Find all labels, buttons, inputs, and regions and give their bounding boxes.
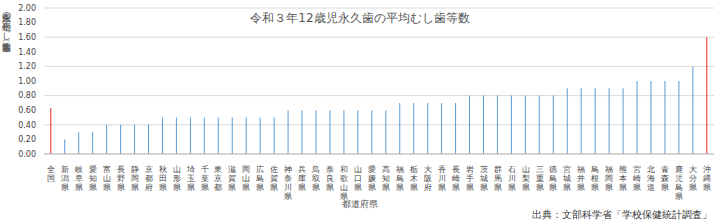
- svg-text:奈良県: 奈良県: [326, 165, 334, 192]
- svg-text:滋賀県: 滋賀県: [228, 165, 236, 192]
- svg-text:大阪府: 大阪府: [424, 165, 432, 192]
- svg-text:千葉県: 千葉県: [201, 165, 209, 192]
- svg-text:北海道: 北海道: [647, 165, 655, 192]
- svg-text:愛知県: 愛知県: [89, 165, 97, 192]
- svg-text:京都府: 京都府: [145, 165, 153, 192]
- html-text:出典：文部科学省「学校保健統計調査」: 出典：文部科学省「学校保健統計調査」: [532, 209, 712, 220]
- svg-text:石川県: 石川県: [508, 165, 516, 192]
- svg-text:山口県: 山口県: [354, 165, 362, 192]
- svg-text:0.80: 0.80: [18, 91, 36, 100]
- svg-text:栃木県: 栃木県: [410, 165, 418, 192]
- svg-text:和歌山県: 和歌山県: [340, 165, 348, 201]
- svg-text:山梨県: 山梨県: [522, 165, 530, 192]
- svg-text:福岡県: 福岡県: [605, 165, 613, 192]
- svg-text:岐阜県: 岐阜県: [75, 165, 83, 192]
- svg-text:静岡県: 静岡県: [131, 165, 139, 192]
- svg-text:高知県: 高知県: [382, 165, 390, 192]
- svg-text:沖縄県: 沖縄県: [702, 165, 711, 192]
- svg-text:1.60: 1.60: [18, 33, 36, 42]
- svg-text:1.80: 1.80: [18, 18, 36, 27]
- svg-text:山形県: 山形県: [173, 165, 181, 192]
- svg-text:1.00: 1.00: [18, 77, 36, 86]
- svg-text:1.40: 1.40: [18, 48, 36, 57]
- svg-text:宮崎県: 宮崎県: [633, 165, 641, 192]
- svg-text:岡山県: 岡山県: [242, 165, 250, 192]
- svg-text:富山県: 富山県: [103, 165, 111, 192]
- svg-text:熊本県: 熊本県: [619, 165, 627, 192]
- svg-text:福島県: 福島県: [396, 165, 404, 192]
- svg-text:全国: 全国: [47, 165, 55, 183]
- svg-text:青森県: 青森県: [661, 165, 669, 192]
- html-text:永久歯の平均むし歯等数（本）: 永久歯の平均むし歯等数（本）: [2, 6, 12, 36]
- html-text:都道府県: 都道府県: [342, 199, 378, 209]
- svg-text:佐賀県: 佐賀県: [270, 165, 278, 192]
- svg-text:徳島県: 徳島県: [549, 165, 557, 192]
- svg-text:宮城県: 宮城県: [562, 165, 571, 192]
- svg-text:新潟県: 新潟県: [61, 165, 69, 192]
- html-text:令和３年12歳児永久歯の平均むし歯等数: 令和３年12歳児永久歯の平均むし歯等数: [250, 11, 470, 25]
- svg-text:0.40: 0.40: [18, 121, 36, 130]
- svg-text:鹿児島県: 鹿児島県: [675, 165, 683, 201]
- svg-text:広島県: 広島県: [256, 165, 264, 192]
- svg-text:島根県: 島根県: [591, 165, 599, 192]
- svg-text:0.00: 0.00: [18, 150, 36, 159]
- svg-text:福井県: 福井県: [577, 165, 585, 192]
- svg-text:0.60: 0.60: [18, 106, 36, 115]
- svg-text:秋田県: 秋田県: [159, 165, 167, 192]
- svg-text:兵庫県: 兵庫県: [298, 165, 306, 192]
- svg-text:群馬県: 群馬県: [493, 165, 502, 192]
- svg-text:愛媛県: 愛媛県: [368, 165, 376, 192]
- svg-text:0.20: 0.20: [18, 135, 36, 144]
- svg-text:鳥取県: 鳥取県: [311, 165, 320, 192]
- svg-text:埼玉県: 埼玉県: [186, 165, 195, 192]
- svg-text:香川県: 香川県: [438, 165, 446, 192]
- svg-text:大分県: 大分県: [689, 165, 697, 192]
- svg-text:三重県: 三重県: [536, 165, 544, 192]
- svg-text:岩手県: 岩手県: [466, 165, 474, 192]
- svg-text:茨城県: 茨城県: [479, 165, 488, 192]
- svg-text:長崎県: 長崎県: [452, 165, 460, 192]
- svg-text:2.00: 2.00: [18, 4, 36, 13]
- svg-text:1.20: 1.20: [18, 62, 36, 71]
- svg-text:神奈川県: 神奈川県: [284, 165, 292, 201]
- svg-text:長野県: 長野県: [117, 165, 125, 192]
- svg-text:東京都: 東京都: [214, 165, 222, 192]
